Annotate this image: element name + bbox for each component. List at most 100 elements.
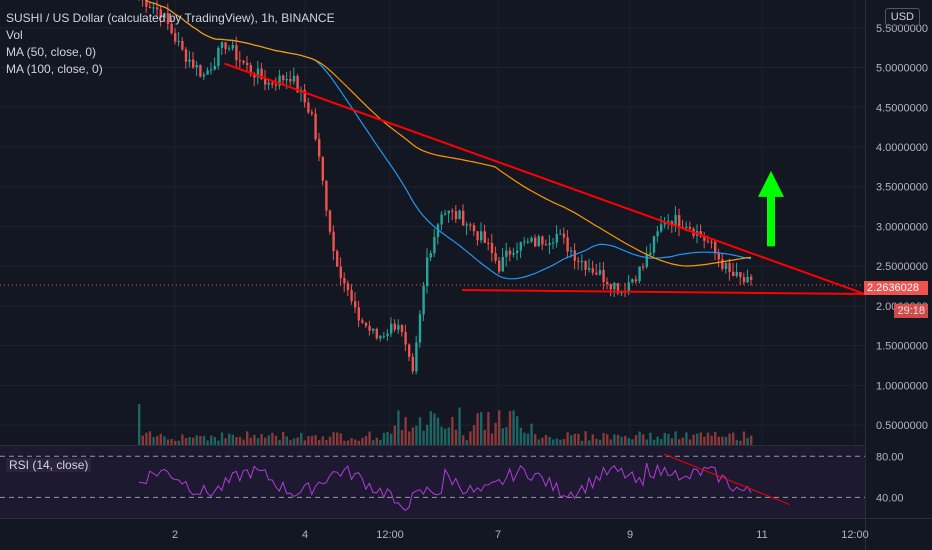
rsi-legend[interactable]: RSI (14, close) bbox=[6, 458, 92, 472]
volume-bar bbox=[598, 439, 602, 445]
volume-bar bbox=[541, 437, 544, 445]
volume-bar bbox=[696, 433, 699, 445]
volume-bar bbox=[210, 435, 213, 445]
volume-bar bbox=[465, 440, 468, 445]
candle-body bbox=[285, 78, 288, 81]
volume-bar bbox=[534, 434, 537, 445]
volume-bar bbox=[451, 416, 454, 445]
legend-ma50[interactable]: MA (50, close, 0) bbox=[6, 45, 97, 59]
candle-body bbox=[379, 335, 382, 339]
candle-body bbox=[631, 279, 634, 283]
candle-body bbox=[476, 231, 479, 241]
volume-bar bbox=[609, 439, 612, 445]
candle-body bbox=[688, 226, 692, 229]
candle-body bbox=[404, 331, 407, 345]
candle-body bbox=[422, 286, 425, 315]
time-tick-label: 12:00 bbox=[841, 529, 869, 541]
candle-body bbox=[426, 257, 429, 287]
volume-bar bbox=[418, 417, 422, 445]
candle-body bbox=[170, 23, 173, 34]
legend-vol[interactable]: Vol bbox=[6, 28, 23, 42]
volume-bar bbox=[174, 440, 177, 445]
candle-body bbox=[321, 156, 324, 181]
volume-bar bbox=[490, 433, 494, 445]
candle-body bbox=[674, 215, 677, 226]
price-axis[interactable]: 5.50000005.00000004.50000004.00000003.50… bbox=[876, 23, 928, 432]
candle-body bbox=[282, 75, 285, 81]
volume-bar bbox=[224, 438, 227, 445]
volume-bar bbox=[397, 410, 400, 445]
volume-bar bbox=[498, 410, 501, 445]
volume-bar bbox=[454, 429, 458, 445]
volume-bar bbox=[328, 436, 332, 445]
volume-bar bbox=[458, 407, 461, 445]
volume-bar bbox=[267, 435, 270, 445]
candle-body bbox=[296, 76, 299, 93]
candle-body bbox=[465, 224, 468, 226]
volume-bar bbox=[746, 437, 749, 445]
candle-body bbox=[638, 266, 641, 282]
candle-body bbox=[310, 112, 314, 114]
annotations bbox=[224, 62, 866, 296]
volume-bar bbox=[505, 427, 508, 445]
candle-body bbox=[177, 41, 180, 43]
volume-bar bbox=[487, 412, 490, 445]
price-tick-label: 3.5000000 bbox=[876, 182, 928, 194]
candle-body bbox=[267, 82, 270, 85]
volume-bar bbox=[382, 432, 386, 445]
time-tick-label: 7 bbox=[495, 529, 501, 541]
candle-body bbox=[386, 333, 389, 336]
volume-bar bbox=[289, 440, 292, 445]
candle-body bbox=[238, 60, 242, 62]
candle-body bbox=[368, 325, 371, 331]
volume-bar bbox=[386, 432, 389, 445]
candle-body bbox=[487, 242, 490, 244]
volume-bar bbox=[300, 432, 303, 445]
candle-body bbox=[354, 301, 357, 308]
volume-bar bbox=[703, 436, 706, 445]
volume-bar bbox=[670, 438, 674, 445]
chart-legend: SUSHI / US Dollar (calculated by Trading… bbox=[6, 10, 335, 78]
volume-bar bbox=[220, 432, 224, 445]
candle-body bbox=[156, 7, 159, 10]
volume-bar bbox=[570, 435, 573, 445]
volume-bar bbox=[530, 423, 533, 445]
candle-body bbox=[289, 78, 292, 82]
symbol-title[interactable]: SUSHI / US Dollar (calculated by Trading… bbox=[6, 11, 335, 25]
time-axis[interactable]: 2 4 12:00 7 9 11 12:00 bbox=[172, 529, 869, 541]
volume-bar bbox=[238, 436, 242, 445]
volume-bar bbox=[318, 440, 321, 445]
candle-body bbox=[613, 282, 616, 290]
legend-ma100[interactable]: MA (100, close, 0) bbox=[6, 62, 103, 76]
price-tick-label: 1.5000000 bbox=[876, 341, 928, 353]
currency-button[interactable]: USD bbox=[884, 8, 920, 26]
volume-bar bbox=[411, 427, 414, 445]
rsi-indicator bbox=[0, 453, 865, 511]
candles bbox=[138, 0, 753, 375]
volume-bar bbox=[199, 436, 202, 445]
candle-body bbox=[159, 9, 162, 18]
candle-body bbox=[678, 215, 681, 228]
volume-bar bbox=[368, 431, 371, 445]
candle-body bbox=[663, 221, 666, 225]
candle-body bbox=[174, 33, 177, 42]
volume-bar bbox=[429, 411, 432, 445]
volume-bar bbox=[685, 432, 688, 445]
candle-body bbox=[339, 266, 342, 278]
volume-bar bbox=[516, 416, 519, 445]
candle-body bbox=[685, 226, 688, 229]
volume-bar bbox=[577, 433, 580, 445]
candle-body bbox=[721, 259, 724, 269]
volume-bar bbox=[710, 435, 713, 445]
candle-body bbox=[393, 323, 396, 330]
price-tick-label: 2.5000000 bbox=[876, 261, 928, 273]
candle-body bbox=[228, 48, 231, 50]
volume-bar bbox=[447, 427, 450, 445]
volume-bar bbox=[634, 435, 638, 445]
volume-bar bbox=[195, 435, 198, 445]
candle-body bbox=[706, 240, 710, 242]
volume-bar bbox=[699, 432, 702, 445]
volume-bar bbox=[145, 432, 148, 445]
volume-bar bbox=[620, 436, 623, 445]
